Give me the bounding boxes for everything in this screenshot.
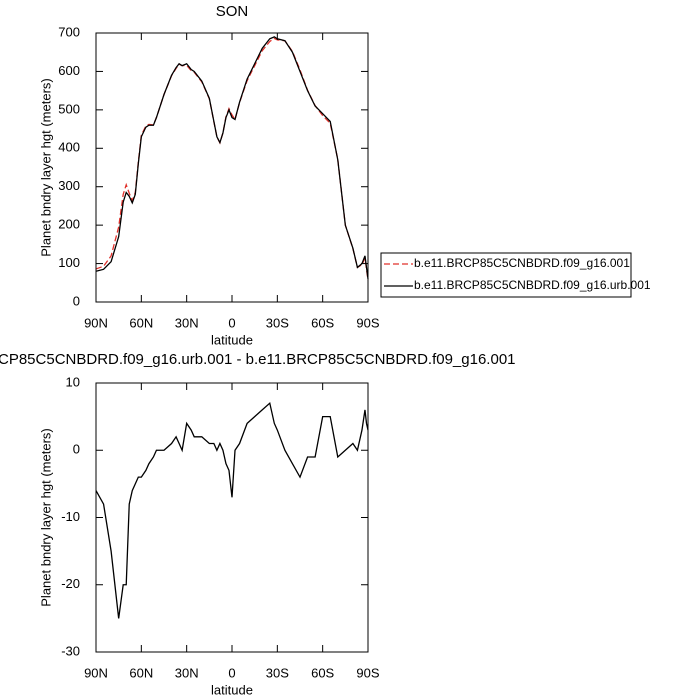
chart-title: SON xyxy=(216,3,249,20)
y-axis-label: Planet bndry layer hgt (meters) xyxy=(38,78,53,256)
x-tick-label: 30S xyxy=(266,315,289,330)
data-line xyxy=(95,401,369,619)
y-axis-label: Planet bndry layer hgt (meters) xyxy=(38,428,53,606)
x-tick-label: 0 xyxy=(228,315,235,330)
x-tick-label: 60N xyxy=(129,665,153,680)
plot-frame xyxy=(95,382,369,653)
y-tick-label: 200 xyxy=(58,217,80,232)
chart-title: CP85C5CNBDRD.f09_g16.urb.001 - b.e11.BRC… xyxy=(0,351,516,368)
y-tick-label: 0 xyxy=(73,293,80,308)
x-axis-label: latitude xyxy=(211,682,253,697)
y-tick-label: -10 xyxy=(61,509,80,524)
x-tick-label: 90S xyxy=(356,315,379,330)
data-line xyxy=(95,36,369,280)
y-tick-label: 10 xyxy=(66,374,80,389)
x-tick-label: 90N xyxy=(84,665,108,680)
y-tick-label: 0 xyxy=(73,442,80,457)
y-tick-label: 300 xyxy=(58,178,80,193)
legend-label: b.e11.BRCP85C5CNBDRD.f09_g16.urb.001 xyxy=(414,278,651,292)
x-tick-label: 60N xyxy=(129,315,153,330)
x-tick-label: 0 xyxy=(228,665,235,680)
x-tick-label: 30S xyxy=(266,665,289,680)
y-tick-label: -30 xyxy=(61,643,80,658)
y-tick-label: -20 xyxy=(61,576,80,591)
x-axis-label: latitude xyxy=(211,332,253,347)
y-tick-label: 500 xyxy=(58,101,80,116)
data-line xyxy=(95,37,369,281)
x-tick-label: 90N xyxy=(84,315,108,330)
x-tick-label: 30N xyxy=(175,315,199,330)
x-tick-label: 30N xyxy=(175,665,199,680)
legend-box xyxy=(380,252,632,298)
plot-frame xyxy=(95,32,369,303)
legend-label: b.e11.BRCP85C5CNBDRD.f09_g16.001 xyxy=(414,256,630,270)
x-tick-label: 60S xyxy=(311,665,334,680)
y-tick-label: 700 xyxy=(58,24,80,39)
x-tick-label: 90S xyxy=(356,665,379,680)
y-tick-label: 600 xyxy=(58,63,80,78)
y-tick-label: 400 xyxy=(58,140,80,155)
y-tick-label: 100 xyxy=(58,255,80,270)
x-tick-label: 60S xyxy=(311,315,334,330)
